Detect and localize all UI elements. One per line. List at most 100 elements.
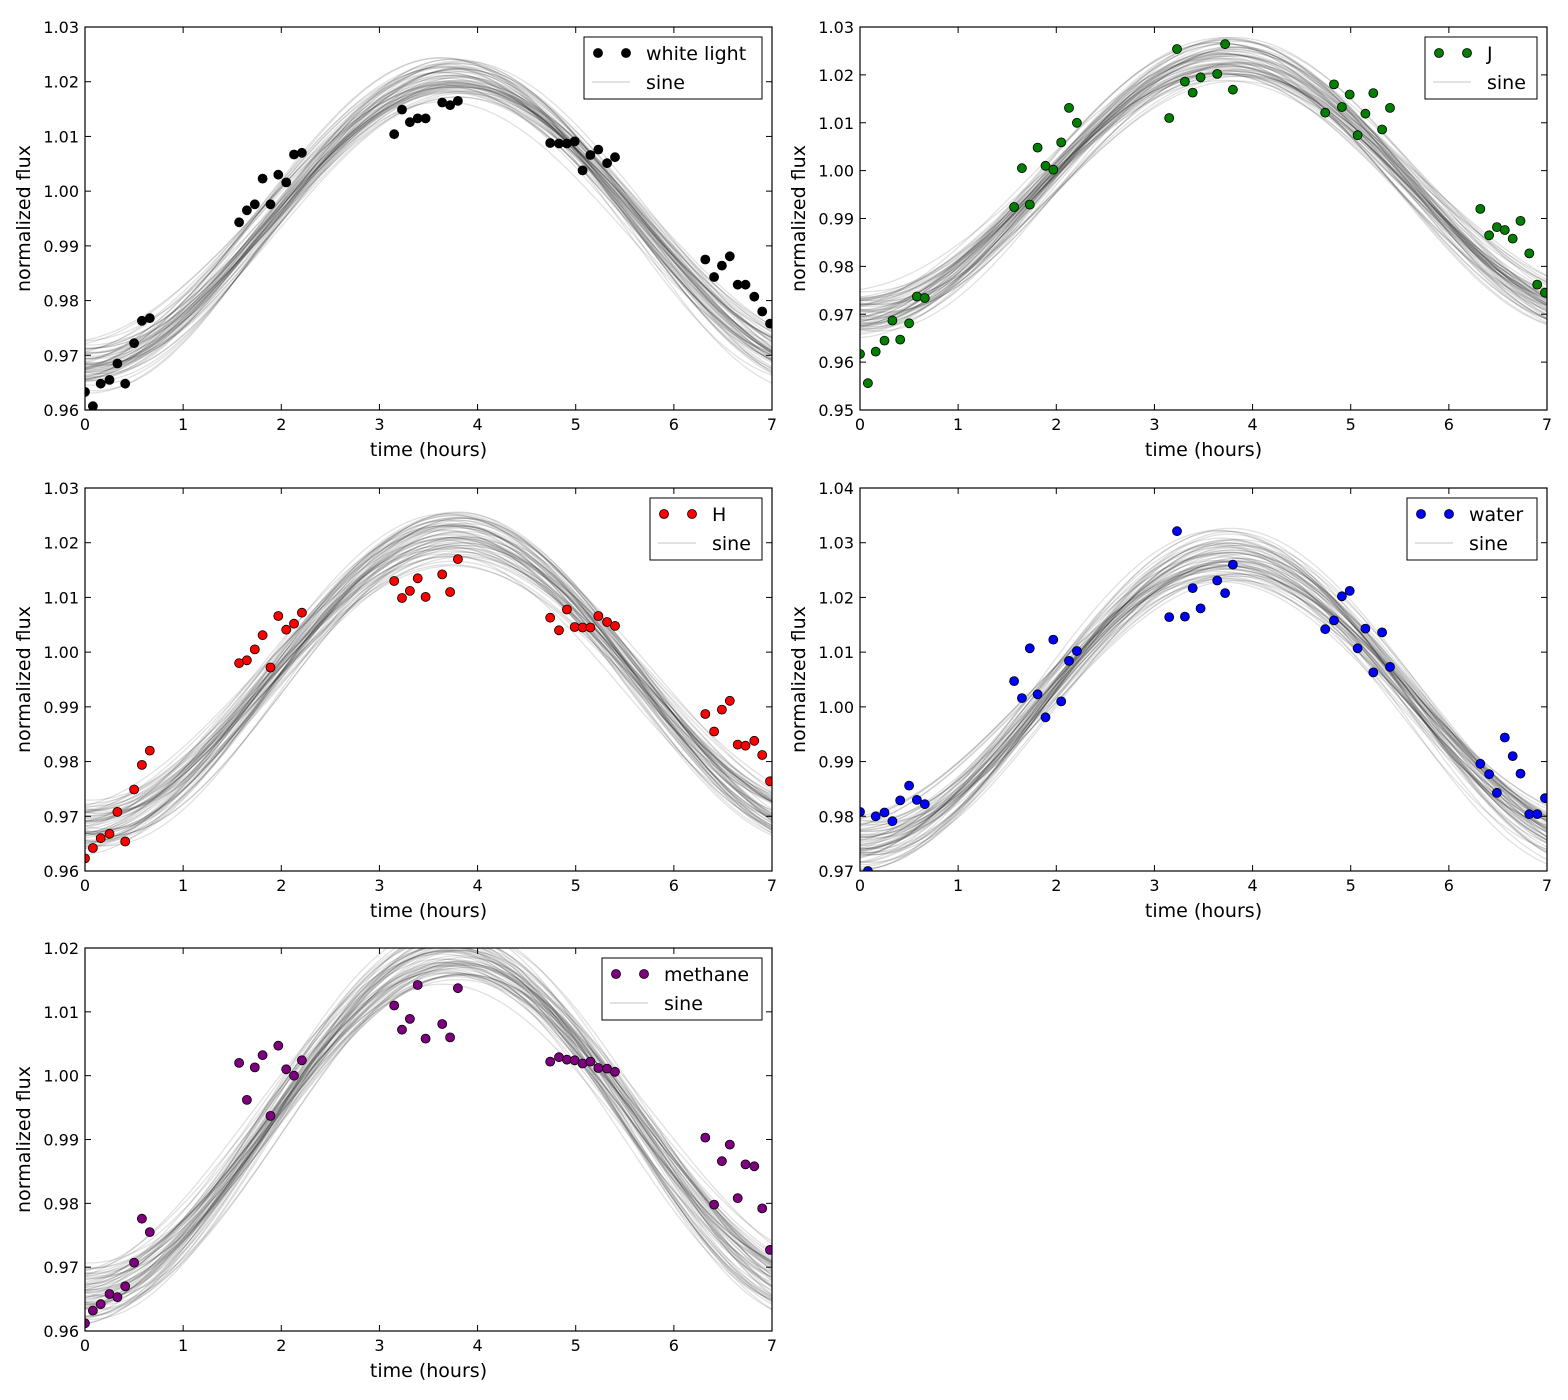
sine-curve xyxy=(860,541,1547,871)
data-point xyxy=(1499,225,1510,235)
sine-curve xyxy=(85,518,772,835)
data-point xyxy=(1024,643,1035,654)
data-point xyxy=(95,1299,106,1310)
sine-curve xyxy=(85,955,772,1303)
sine-curve xyxy=(860,55,1547,313)
y-axis-label: normalized flux xyxy=(788,606,810,753)
sine-curve xyxy=(860,75,1547,302)
y-tick-label: 0.96 xyxy=(43,401,79,420)
x-tick-label: 3 xyxy=(374,415,384,434)
sine-curve xyxy=(85,948,772,1319)
sine-curve xyxy=(860,537,1547,857)
data-point xyxy=(1187,87,1198,98)
data-point xyxy=(85,853,90,864)
data-point xyxy=(879,335,890,346)
sine-curve xyxy=(85,973,772,1277)
data-points xyxy=(85,980,772,1329)
y-tick-label: 0.95 xyxy=(818,401,854,420)
legend-marker xyxy=(639,969,649,979)
sine-curve xyxy=(85,960,772,1287)
sine-curve xyxy=(85,525,772,843)
plot-content xyxy=(85,56,772,410)
data-point xyxy=(389,129,400,140)
data-point xyxy=(1524,248,1535,259)
sine-curve xyxy=(85,70,772,379)
sine-curve xyxy=(85,513,772,837)
x-axis-label: time (hours) xyxy=(370,1360,487,1382)
x-tick-label: 4 xyxy=(472,876,482,895)
data-point xyxy=(144,313,155,324)
sine-model-curves xyxy=(85,511,772,856)
data-point xyxy=(912,795,922,805)
data-point xyxy=(860,349,865,359)
data-point xyxy=(257,173,268,184)
sine-curve xyxy=(85,948,772,1305)
y-tick-label: 0.98 xyxy=(43,292,79,311)
sine-curve xyxy=(85,949,772,1320)
legend-box xyxy=(1424,36,1538,100)
y-axis-label: normalized flux xyxy=(788,145,810,292)
sine-curve xyxy=(85,544,772,812)
data-point xyxy=(437,569,448,580)
x-tick-label: 2 xyxy=(276,1336,286,1355)
data-point xyxy=(1475,758,1486,769)
y-tick-label: 0.96 xyxy=(818,353,854,372)
sine-curve xyxy=(85,541,772,807)
data-point xyxy=(273,1040,284,1051)
data-point xyxy=(1220,588,1230,598)
sine-curve xyxy=(85,961,772,1306)
data-point xyxy=(112,807,123,817)
data-point xyxy=(870,811,881,822)
sine-curve xyxy=(85,514,772,839)
data-point xyxy=(740,740,751,751)
sine-curve xyxy=(860,46,1547,332)
sine-curve xyxy=(85,560,772,811)
legend-box xyxy=(1406,497,1538,561)
sine-curve xyxy=(85,87,772,341)
data-point xyxy=(1337,591,1347,602)
sine-curve xyxy=(85,67,772,373)
sine-curve xyxy=(85,948,772,1309)
sine-curve xyxy=(85,79,772,380)
sine-curve xyxy=(860,542,1547,856)
sine-curve xyxy=(860,552,1547,846)
y-tick-label: 0.99 xyxy=(818,753,854,772)
x-tick-label: 6 xyxy=(669,1336,679,1355)
sine-curve xyxy=(860,46,1547,339)
data-point xyxy=(1048,634,1059,645)
sine-curve xyxy=(85,83,772,370)
sine-curve xyxy=(860,531,1547,856)
data-point xyxy=(610,1066,620,1077)
sine-curve xyxy=(85,80,772,353)
x-axis-label: time (hours) xyxy=(370,900,487,922)
y-tick-label: 0.97 xyxy=(818,862,854,881)
data-point xyxy=(724,695,735,706)
sine-curve xyxy=(860,579,1547,832)
data-point xyxy=(289,1070,299,1081)
data-points xyxy=(85,554,772,864)
sine-curve xyxy=(85,85,772,355)
sine-curve xyxy=(860,557,1547,856)
sine-curve xyxy=(85,66,772,366)
sine-curve xyxy=(85,966,772,1293)
data-point xyxy=(765,776,772,787)
legend: white light sine xyxy=(583,36,763,100)
data-point xyxy=(863,866,873,871)
x-tick-label: 5 xyxy=(571,876,581,895)
x-tick-label: 0 xyxy=(855,876,865,895)
sine-curve xyxy=(860,578,1547,826)
sine-curve xyxy=(85,61,772,394)
legend-label: sine xyxy=(1487,72,1526,94)
data-point xyxy=(1220,39,1230,50)
data-point xyxy=(887,315,898,326)
data-point xyxy=(85,1318,90,1329)
data-point xyxy=(1320,624,1331,635)
y-tick-label: 0.96 xyxy=(43,862,79,881)
sine-curve xyxy=(860,561,1547,837)
sine-curve xyxy=(85,964,772,1306)
sine-curve xyxy=(85,62,772,368)
sine-curve xyxy=(860,42,1547,318)
sine-curve xyxy=(85,548,772,807)
y-tick-label: 0.99 xyxy=(43,237,79,256)
